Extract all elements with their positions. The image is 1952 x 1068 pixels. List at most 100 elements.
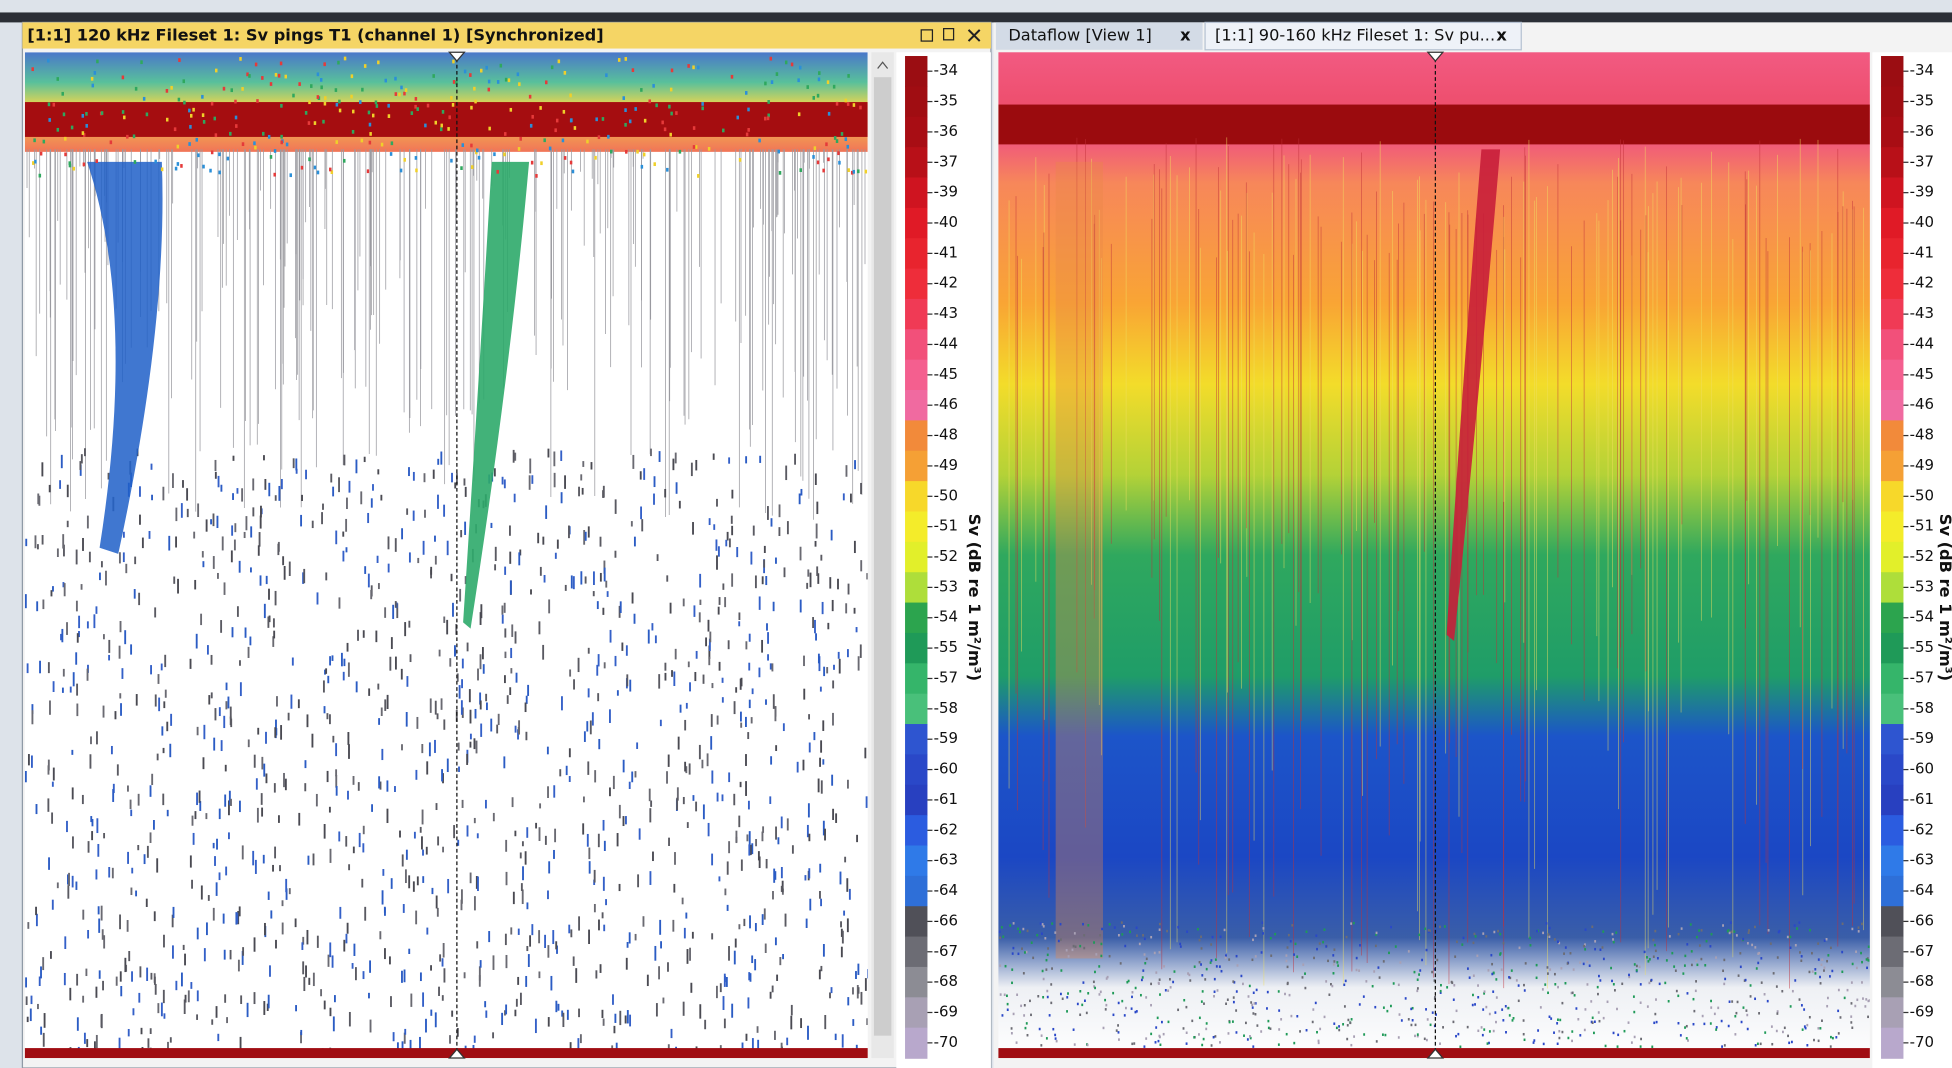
- echo-speckle: [504, 1010, 506, 1016]
- echo-speckle: [201, 113, 205, 118]
- echo-speckle: [1251, 1006, 1254, 1009]
- echo-speckle: [76, 633, 79, 643]
- echo-speckle: [253, 141, 256, 146]
- tab-close[interactable]: x: [1180, 26, 1191, 45]
- echo-speckle: [629, 679, 632, 692]
- echo-speckle: [1739, 952, 1742, 955]
- close-button[interactable]: [967, 29, 981, 42]
- echo-speckle: [1439, 1042, 1441, 1045]
- echo-speckle: [568, 924, 571, 934]
- echo-speckle: [505, 871, 508, 886]
- echo-speckle: [338, 597, 341, 609]
- echo-speckle: [1700, 929, 1703, 932]
- echo-speckle: [1424, 927, 1427, 931]
- echo-speckle: [124, 630, 127, 645]
- echo-speckle: [1011, 981, 1013, 985]
- echo-speckle: [511, 797, 514, 808]
- echo-speckle: [434, 700, 437, 715]
- echo-speckle: [864, 169, 868, 174]
- echo-speckle: [460, 899, 463, 911]
- echo-speckle: [633, 613, 636, 624]
- echo-speckle: [1502, 1019, 1505, 1022]
- echo-speckle: [127, 785, 129, 792]
- echo-speckle: [1591, 1021, 1594, 1025]
- echo-speckle: [1133, 1042, 1136, 1045]
- echo-speckle: [554, 128, 557, 133]
- echo-speckle: [1140, 978, 1143, 982]
- echo-speckle: [847, 583, 850, 595]
- echo-speckle: [587, 647, 590, 654]
- echo-speckle: [1319, 1027, 1322, 1031]
- echo-speckle: [1104, 998, 1107, 1002]
- tab-label[interactable]: Dataflow [View 1]: [1008, 26, 1152, 45]
- echo-speckle: [298, 812, 301, 826]
- echo-speckle: [370, 498, 373, 508]
- float-button[interactable]: [943, 28, 955, 41]
- echo-speckle: [403, 969, 406, 983]
- echo-speckle: [1052, 1027, 1055, 1031]
- echo-speckle: [464, 576, 467, 585]
- echo-speckle: [235, 124, 238, 128]
- echo-speckle: [1628, 975, 1631, 979]
- echo-speckle: [496, 80, 500, 84]
- echo-speckle: [323, 101, 327, 106]
- echo-speckle: [89, 754, 92, 769]
- echo-speckle: [637, 874, 640, 888]
- echo-speckle: [212, 907, 215, 921]
- tab-close[interactable]: x: [1496, 26, 1507, 45]
- echo-speckle: [1461, 943, 1464, 946]
- echo-speckle: [1299, 1030, 1301, 1033]
- echo-speckle: [87, 929, 90, 939]
- echo-speckle: [1830, 1035, 1832, 1039]
- echo-speckle: [95, 159, 99, 163]
- color-swatch: [1881, 298, 1904, 331]
- echo-speckle: [41, 535, 44, 545]
- echo-speckle: [866, 1018, 868, 1026]
- echo-speckle: [770, 518, 773, 527]
- echo-speckle: [603, 560, 606, 574]
- echo-speckle: [822, 820, 825, 836]
- echo-speckle: [191, 879, 193, 889]
- echo-speckle: [238, 560, 241, 573]
- maximize-button[interactable]: [920, 29, 934, 42]
- echo-speckle: [359, 100, 362, 104]
- echo-speckle: [802, 759, 805, 771]
- echo-speckle: [1224, 956, 1227, 959]
- echo-speckle: [297, 699, 300, 709]
- echo-speckle: [535, 174, 538, 178]
- tab-dataflow[interactable]: [995, 22, 1203, 50]
- echo-speckle: [1183, 998, 1186, 1002]
- echo-speckle: [1547, 933, 1550, 936]
- echo-speckle: [1311, 1020, 1314, 1024]
- echo-speckle: [509, 525, 511, 536]
- echo-speckle: [457, 742, 460, 751]
- cursor-markers[interactable]: [448, 51, 1445, 1059]
- echo-speckle: [256, 807, 259, 823]
- echo-speckle: [1781, 1030, 1784, 1034]
- echo-speckle: [675, 482, 678, 494]
- echo-speckle: [670, 68, 674, 73]
- echo-speckle: [323, 62, 326, 67]
- echo-speckle: [72, 836, 74, 849]
- echo-speckle: [1400, 1019, 1403, 1022]
- echo-speckle: [1867, 999, 1870, 1003]
- scroll-thumb[interactable]: [873, 77, 892, 1036]
- echo-speckle: [261, 756, 264, 770]
- echo-speckle: [265, 773, 268, 784]
- echo-speckle: [1317, 1041, 1320, 1045]
- echo-speckle: [320, 989, 323, 997]
- scroll-up[interactable]: [877, 61, 889, 69]
- echo-speckle: [163, 701, 166, 709]
- echo-speckle: [469, 73, 472, 77]
- echo-speckle: [1685, 1024, 1688, 1028]
- echo-speckle: [1382, 1006, 1385, 1009]
- echo-speckle: [1167, 989, 1170, 992]
- tab-label[interactable]: [1:1] 90-160 kHz Fileset 1: Sv pu...: [1215, 26, 1495, 45]
- echo-speckle: [222, 913, 225, 924]
- tab-echogram[interactable]: [1204, 21, 1522, 51]
- color-swatch: [1881, 511, 1904, 543]
- echo-speckle: [1748, 929, 1750, 932]
- echo-speckle: [630, 521, 633, 527]
- echo-speckle: [682, 796, 685, 805]
- echo-speckle: [501, 605, 504, 615]
